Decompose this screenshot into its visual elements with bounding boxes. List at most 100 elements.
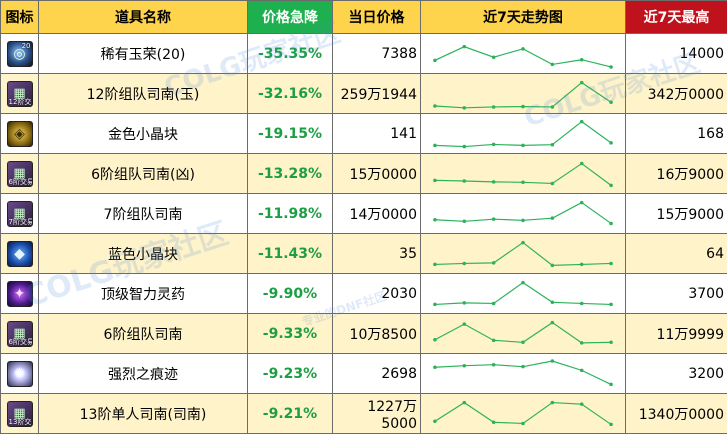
trend-point — [550, 320, 555, 325]
icon-tag: 12阶交易 — [8, 97, 32, 106]
trend-point — [462, 219, 467, 224]
table-row[interactable]: ▦13阶交易13阶单人司南(司南)-9.21%1227万50001340万000… — [0, 393, 727, 434]
price-drop: -9.23% — [247, 353, 333, 394]
item-name: 12阶组队司南(玉) — [38, 73, 248, 114]
trend-chart — [420, 273, 626, 314]
trend-point — [462, 106, 467, 110]
header-max[interactable]: 近7天最高 — [625, 0, 727, 34]
trend-point — [521, 421, 525, 426]
table-row[interactable]: ◈ 金色小晶块 -19.15% 141 168 — [0, 113, 727, 154]
max-price-7d: 15万9000 — [625, 193, 727, 234]
table-row[interactable]: ▦ 6阶交易 6阶组队司南 -9.33% 10万8500 11万9999 — [0, 313, 727, 354]
trend-point — [579, 57, 584, 62]
icon-tag: 6阶交易 — [8, 177, 33, 186]
trend-line — [434, 120, 612, 148]
trend-point — [550, 300, 555, 305]
trend-point — [550, 142, 555, 147]
table-row[interactable]: ✦ 顶级智力灵药 -9.90% 2030 3700 — [0, 273, 727, 314]
table-row[interactable]: ▦ 7阶交易 7阶组队司南 -11.98% 14万0000 15万9000 — [0, 193, 727, 234]
table-row[interactable]: ◎ 20 稀有玉荣(20) -35.35% 7388 14000 — [0, 33, 727, 74]
box-icon: ▦12阶交易 — [6, 80, 33, 107]
header-price[interactable]: 当日价格 — [332, 0, 421, 34]
trend-point — [521, 180, 525, 185]
icon-glyph: ▦ — [13, 205, 26, 221]
trend-point — [579, 200, 584, 205]
icon-glyph: ◆ — [14, 245, 25, 262]
trend-point — [579, 119, 584, 124]
sparkline — [433, 161, 613, 188]
icon-tag: 6阶交易 — [8, 337, 33, 346]
current-price: 259万1944 — [332, 73, 421, 114]
trend-point — [491, 217, 496, 221]
current-price: 14万0000 — [332, 193, 421, 234]
trend-point — [521, 280, 525, 285]
header-name: 道具名称 — [38, 0, 248, 34]
trend-point — [521, 340, 525, 345]
price-drop: -9.33% — [247, 313, 333, 354]
trend-point — [609, 382, 613, 387]
trend-point — [521, 47, 525, 51]
trend-point — [462, 144, 467, 149]
max-price-7d: 64 — [625, 233, 727, 274]
trend-point — [433, 104, 437, 108]
trend-point — [433, 365, 437, 370]
trend-point — [609, 221, 613, 226]
price-drop: -13.28% — [247, 153, 333, 194]
table-row[interactable]: ▦ 6阶交易 6阶组队司南(凶) -13.28% 15万0000 16万9000 — [0, 153, 727, 194]
trend-line — [434, 281, 612, 306]
trend-point — [433, 178, 437, 183]
trend-point — [609, 422, 613, 427]
trend-point — [550, 263, 555, 268]
trend-point — [491, 55, 496, 59]
item-name: 强烈之痕迹 — [38, 353, 248, 394]
trend-point — [550, 216, 555, 220]
header-drop[interactable]: 价格急降 — [247, 0, 333, 34]
item-name: 6阶组队司南(凶) — [38, 153, 248, 194]
price-drop: -19.15% — [247, 113, 333, 154]
item-name: 蓝色小晶块 — [38, 233, 248, 274]
table-row[interactable]: ✺ 强烈之痕迹 -9.23% 2698 3200 — [0, 353, 727, 394]
trend-chart — [420, 73, 626, 114]
item-name: 顶级智力灵药 — [38, 273, 248, 314]
icon-glyph: ✦ — [13, 285, 26, 302]
icon-glyph: ▦ — [13, 165, 26, 181]
box-icon: ▦ 6阶交易 — [6, 320, 33, 347]
trend-point — [462, 301, 467, 305]
trend-point — [550, 62, 555, 67]
trend-point — [609, 183, 613, 188]
trend-point — [609, 141, 613, 145]
trend-point — [579, 368, 584, 373]
sparkle-icon: ✺ — [6, 360, 33, 387]
trend-point — [521, 143, 525, 148]
price-drop: -9.90% — [247, 273, 333, 314]
trend-line — [434, 241, 612, 266]
trend-line — [434, 360, 612, 385]
trend-line — [434, 401, 612, 425]
trend-point — [579, 161, 584, 166]
icon-glyph: ▦ — [13, 325, 26, 341]
price-drop: -9.21% — [247, 393, 333, 434]
trend-point — [433, 143, 437, 148]
trend-point — [609, 302, 613, 307]
price-drop: -35.35% — [247, 33, 333, 74]
item-icon-cell: ▦13阶交易 — [0, 393, 39, 434]
trend-point — [609, 65, 613, 69]
blue-icon: ◆ — [6, 240, 33, 267]
table-row[interactable]: ◆ 蓝色小晶块 -11.43% 35 64 — [0, 233, 727, 274]
sparkline — [433, 359, 613, 387]
trend-point — [433, 58, 437, 63]
trend-point — [462, 363, 467, 368]
max-price-7d: 168 — [625, 113, 727, 154]
item-icon-cell: ◎ 20 — [0, 33, 39, 74]
sparkline — [433, 80, 613, 110]
sparkline — [433, 320, 613, 345]
sparkline — [433, 200, 613, 226]
item-icon-cell: ◈ — [0, 113, 39, 154]
current-price: 2030 — [332, 273, 421, 314]
current-price: 10万8500 — [332, 313, 421, 354]
trend-point — [462, 179, 467, 183]
trend-point — [462, 261, 467, 266]
trend-chart — [420, 313, 626, 354]
